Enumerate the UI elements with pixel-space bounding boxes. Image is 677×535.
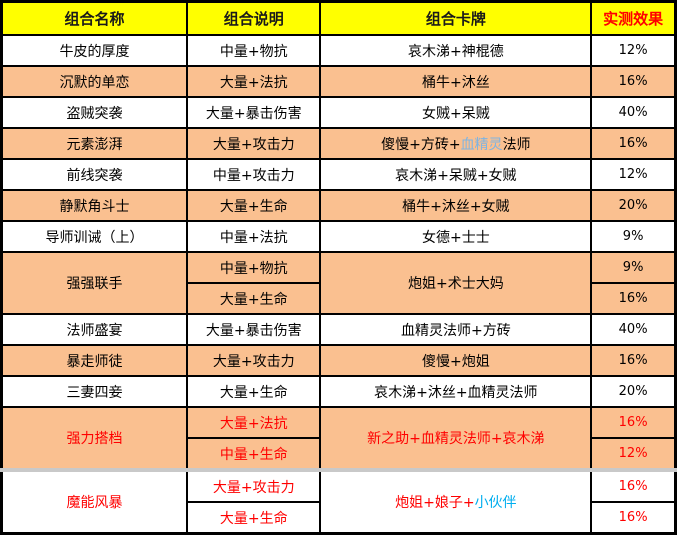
combo-desc-cell: 大量+生命 [186,501,322,535]
effect-cell: 20% [590,375,677,408]
combo-name-cell: 导师训诫（上） [0,220,189,253]
card-segment: 炮姐+娘子+ [395,495,475,511]
table-row: 强强联手 中量+物抗炮姐+术士大妈 9% [0,251,677,315]
card-segment: 哀木涕+呆贼+女贼 [395,167,517,184]
combo-name-cell: 强强联手 [0,251,189,315]
combo-name-cell: 暴走师徒 [0,344,189,377]
card-segment: 哀木涕+神棍德 [407,43,504,60]
table-row: 前线突袭 中量+攻击力 哀木涕+呆贼+女贼 12% [0,158,677,191]
card-segment: 小伙伴 [474,495,517,511]
combo-cards-cell: 傻慢+方砖+血精灵法师 [319,127,593,160]
card-segment: 新之助+血精灵法师+哀木涕 [367,431,545,447]
card-segment: 女贼+呆贼 [421,105,490,122]
combo-desc-cell: 中量+生命 [186,437,322,471]
effect-cell: 16% [590,127,677,160]
table-row: 暴走师徒 大量+攻击力 傻慢+炮姐 16% [0,344,677,377]
card-segment: 桶牛+沐丝+女贼 [402,198,510,215]
combo-cards-cell: 哀木涕+神棍德 [319,34,593,67]
table-row: 大量+生命 16% [2,501,677,535]
combo-desc-cell: 中量+物抗 [186,251,322,284]
header-effect: 实测效果 [590,0,677,36]
effect-cell: 16% [590,344,677,377]
card-segment: 哀木涕+沐丝+血精灵法师 [374,384,538,401]
table-row: 大量+生命 16% [2,282,677,315]
table-row: 盗贼突袭 大量+暴击伤害 女贼+呆贼 40% [0,96,677,129]
card-segment: 傻慢+方砖+ [381,136,461,153]
table-row: 导师训诫（上） 中量+法抗 女德+士士 9% [0,220,677,253]
combo-desc-cell: 大量+法抗 [186,406,322,439]
combo-cards-cell: 炮姐+娘子+小伙伴 [319,468,593,535]
card-segment: 血精灵 [460,136,503,153]
table-row: 中量+生命 12% [2,437,677,471]
combo-cards-cell: 傻慢+炮姐 [319,344,593,377]
effect-cell: 12% [590,158,677,191]
table-row: 强力搭档 大量+法抗新之助+血精灵法师+哀木涕 16% [0,406,677,471]
combo-name-cell: 前线突袭 [0,158,189,191]
effect-cell: 16% [590,468,677,503]
combo-name-cell: 强力搭档 [0,406,189,471]
table-row: 牛皮的厚度 中量+物抗 哀木涕+神棍德 12% [0,34,677,67]
combo-cards-cell: 哀木涕+呆贼+女贼 [319,158,593,191]
combo-desc-cell: 大量+生命 [186,375,322,408]
combo-table-body: 牛皮的厚度 中量+物抗 哀木涕+神棍德 12% 沉默的单恋 大量+法抗 桶牛+沐丝 16% 盗贼… [0,34,677,535]
combo-name-cell: 沉默的单恋 [0,65,189,98]
effect-cell: 9% [590,251,677,284]
combo-desc-cell: 中量+攻击力 [186,158,322,191]
card-segment: 法师 [502,136,531,153]
effect-cell: 16% [590,282,677,315]
combo-name-cell: 元素澎湃 [0,127,189,160]
combo-name-cell: 静默角斗士 [0,189,189,222]
effect-cell: 9% [590,220,677,253]
combo-cards-cell: 女德+士士 [319,220,593,253]
combo-desc-cell: 大量+暴击伤害 [186,313,322,346]
combo-cards-cell: 血精灵法师+方砖 [319,313,593,346]
card-segment: 女德+士士 [421,229,490,246]
combo-name-cell: 法师盛宴 [0,313,189,346]
card-segment: 血精灵法师+方砖 [400,322,511,339]
header-row: 组合名称 组合说明 组合卡牌 实测效果 [0,0,677,36]
effect-cell: 16% [590,501,677,535]
combo-desc-cell: 中量+物抗 [186,34,322,67]
effect-cell: 40% [590,96,677,129]
table-row: 元素澎湃 大量+攻击力 傻慢+方砖+血精灵法师 16% [0,127,677,160]
combo-desc-cell: 大量+暴击伤害 [186,96,322,129]
effect-cell: 20% [590,189,677,222]
combo-cards-cell: 新之助+血精灵法师+哀木涕 [319,406,593,471]
effect-cell: 12% [590,437,677,471]
combo-cards-cell: 炮姐+术士大妈 [319,251,593,315]
combo-cards-cell: 桶牛+沐丝+女贼 [319,189,593,222]
combo-cards-cell: 哀木涕+沐丝+血精灵法师 [319,375,593,408]
combo-desc-cell: 大量+法抗 [186,65,322,98]
effect-cell: 40% [590,313,677,346]
table-row: 魔能风暴 大量+攻击力 炮姐+娘子+小伙伴 16% [0,468,677,535]
table-row: 法师盛宴 大量+暴击伤害 血精灵法师+方砖 40% [0,313,677,346]
combo-desc-cell: 中量+法抗 [186,220,322,253]
table-row: 静默角斗士 大量+生命 桶牛+沐丝+女贼 20% [0,189,677,222]
combo-name-cell: 盗贼突袭 [0,96,189,129]
combo-cards-cell: 女贼+呆贼 [319,96,593,129]
combo-desc-cell: 大量+攻击力 [186,344,322,377]
combo-desc-cell: 大量+生命 [186,189,322,222]
combo-desc-cell: 大量+攻击力 [186,127,322,160]
effect-cell: 16% [590,406,677,439]
combo-name-cell: 三妻四妾 [0,375,189,408]
table-row: 三妻四妾 大量+生命 哀木涕+沐丝+血精灵法师 20% [0,375,677,408]
combo-name-cell: 魔能风暴 [0,468,189,535]
combo-desc-cell: 大量+生命 [186,282,322,315]
table-row: 沉默的单恋 大量+法抗 桶牛+沐丝 16% [0,65,677,98]
effect-cell: 12% [590,34,677,67]
card-segment: 桶牛+沐丝 [421,74,490,91]
card-segment: 炮姐+术士大妈 [407,276,504,292]
header-combo-cards: 组合卡牌 [319,0,593,36]
header-combo-desc: 组合说明 [186,0,322,36]
header-combo-name: 组合名称 [0,0,189,36]
card-segment: 傻慢+炮姐 [421,353,490,370]
effect-cell: 16% [590,65,677,98]
combo-cards-cell: 桶牛+沐丝 [319,65,593,98]
combo-desc-cell: 大量+攻击力 [186,468,322,503]
combo-name-cell: 牛皮的厚度 [0,34,189,67]
